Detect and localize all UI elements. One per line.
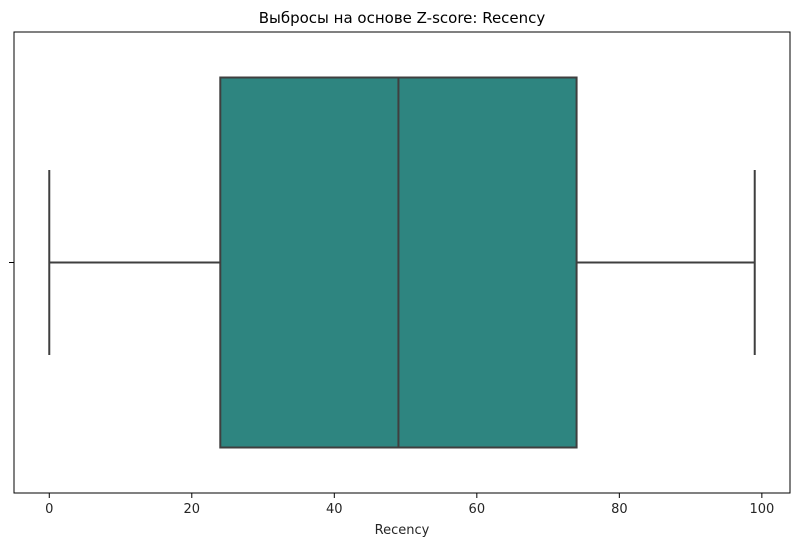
x-axis-ticks: 0 20 40 60 80 100 [45, 493, 774, 517]
x-tick-label: 0 [45, 502, 53, 517]
x-tick-label: 20 [184, 502, 201, 517]
x-tick-label: 80 [611, 502, 628, 517]
chart-title: Выбросы на основе Z-score: Recency [259, 9, 546, 27]
x-tick-label: 40 [326, 502, 343, 517]
x-tick-label: 100 [749, 502, 774, 517]
plot-area [13, 31, 791, 494]
x-axis-title: Recency [375, 523, 430, 538]
x-tick-label: 60 [469, 502, 486, 517]
